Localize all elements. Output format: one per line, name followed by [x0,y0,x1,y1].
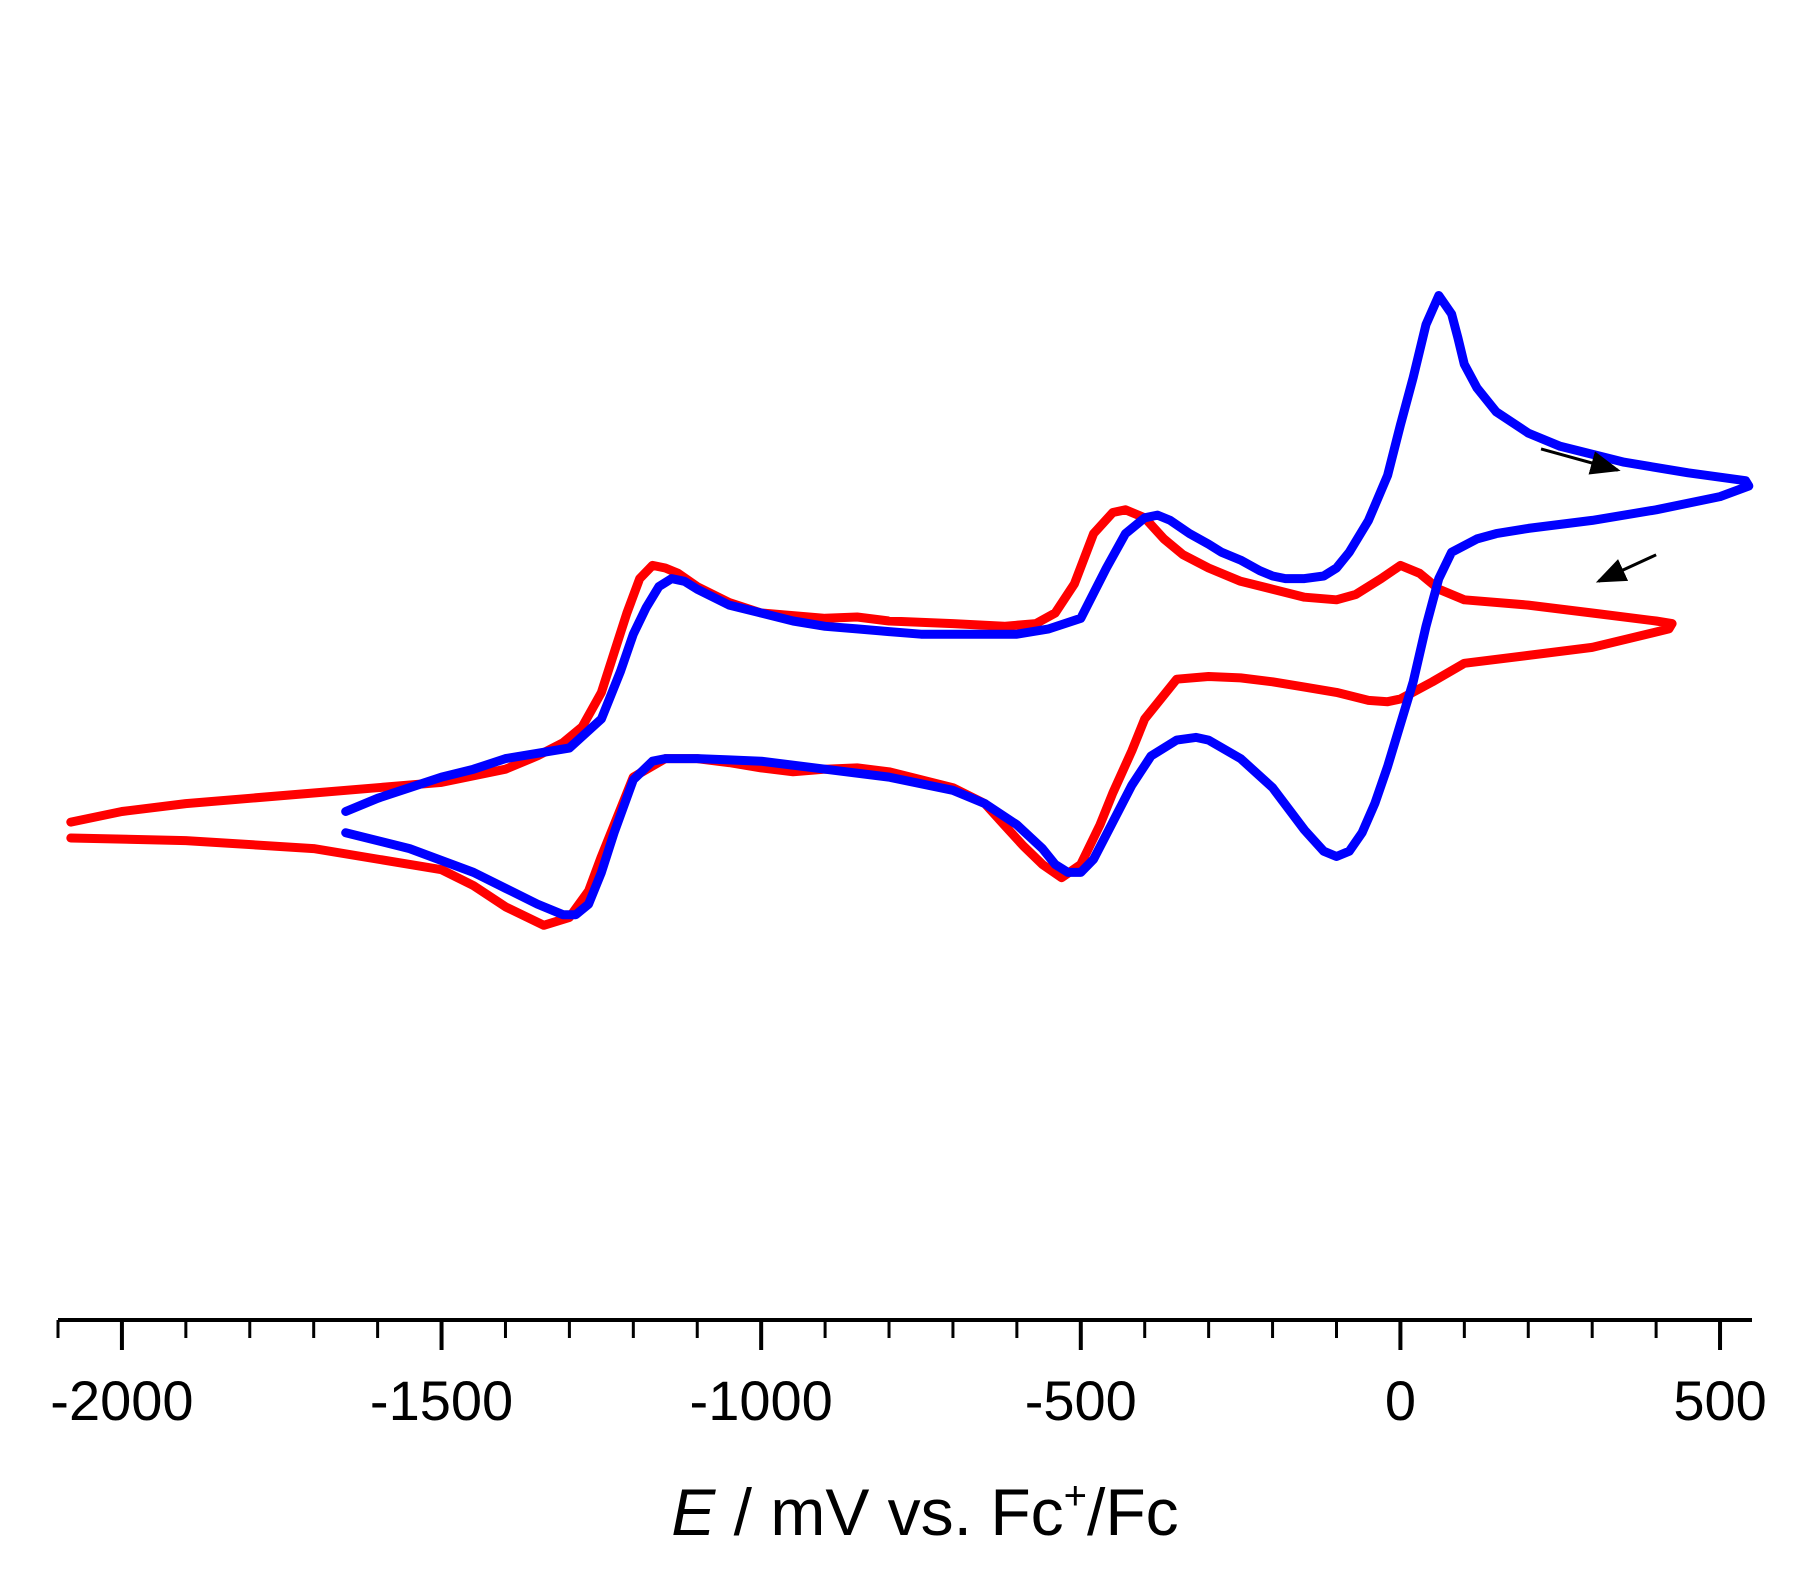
x-tick-label: -1500 [370,1369,513,1432]
red-trace-line [66,505,1677,930]
x-axis: -2000 -1500 -1000 -500 0 500 [50,1318,1767,1432]
x-axis-title-superscript: + [1064,1474,1087,1518]
series-layer [66,291,1754,930]
x-tick-label: -2000 [50,1369,193,1432]
x-tick-label: -500 [1025,1369,1137,1432]
blue-trace-line [341,291,1754,920]
arrow-layer [1540,447,1657,583]
x-axis-title-unit: / mV vs. Fc [715,1475,1063,1549]
x-tick-label: -1000 [690,1369,833,1432]
x-tick-label: 500 [1673,1369,1766,1432]
x-axis-title-variable: E [671,1475,716,1549]
reverse-scan-arrow [1595,553,1657,583]
x-tick-label: 0 [1385,1369,1416,1432]
x-axis-title: E / mV vs. Fc+/Fc [671,1474,1178,1549]
x-axis-title-tail: /Fc [1087,1475,1179,1549]
forward-scan-arrow [1540,447,1621,475]
